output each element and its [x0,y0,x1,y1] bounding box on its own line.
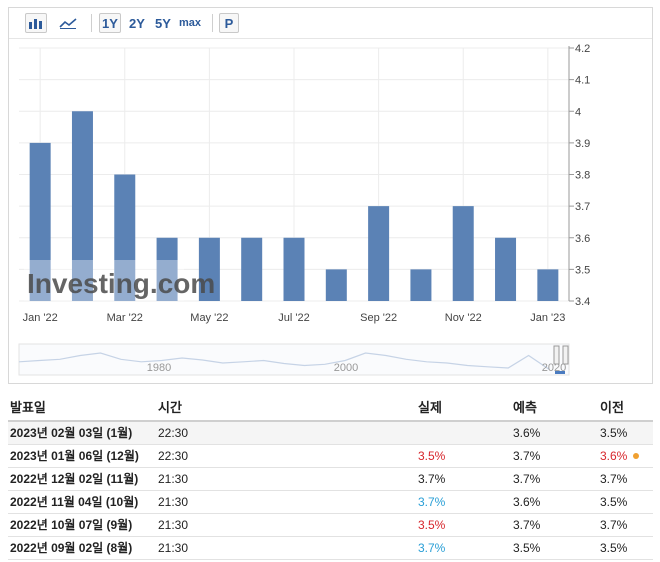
bar-oct-22[interactable] [410,269,432,301]
row-time: 21:30 [158,472,189,486]
y-tick-label: 3.8 [575,170,590,182]
row-previous: 3.7% [600,518,628,532]
bar-jan-22[interactable] [29,142,51,301]
row-actual: 3.7% [418,541,446,555]
range-1y-button[interactable]: 1Y [99,13,121,33]
watermark-text: Investing.com [27,268,215,299]
x-tick-label: Mar '22 [107,312,143,324]
row-forecast: 3.7% [513,518,541,532]
row-previous: 3.5% [600,495,628,509]
range-2y-button[interactable]: 2Y [129,15,145,31]
y-tick-label: 4.2 [575,43,590,55]
y-tick-label: 3.7 [575,201,590,213]
bar-sep-22[interactable] [368,206,390,301]
range-5y-button[interactable]: 5Y [155,15,171,31]
investing-watermark: Investing.com [24,260,215,301]
history-table: 발표일 시간 실제 예측 이전 2023년 02월 03일 (1월) 22:30… [8,396,653,560]
y-tick-label: 3.6 [575,233,590,245]
line-chart-icon[interactable] [57,13,79,33]
header-forecast: 예측 [513,400,537,415]
header-time: 시간 [158,400,182,415]
row-date: 2022년 10월 07일 (9월) [10,518,133,532]
row-date: 2022년 12월 02일 (11월) [10,472,139,486]
row-forecast: 3.6% [513,426,541,440]
x-tick-label: Jan '23 [530,312,565,324]
row-date: 2023년 02월 03일 (1월) [10,426,133,440]
bar-nov-22[interactable] [452,206,474,301]
x-tick-label: Nov '22 [445,312,482,324]
header-actual: 실제 [418,400,442,415]
navigator-left-handle[interactable] [553,345,560,365]
bar-chart-icon[interactable] [25,13,47,33]
navigator-track [18,343,570,376]
row-forecast: 3.5% [513,541,541,555]
navigator[interactable]: 1980 2000 2020 [18,343,570,376]
table-row[interactable]: 2022년 10월 07일 (9월) 21:30 3.5% 3.7% 3.7% [8,514,653,537]
table-row[interactable]: 2023년 01월 06일 (12월) 22:30 3.5% 3.7% 3.6% [8,445,653,468]
bar-jan-23[interactable] [537,269,559,301]
row-time: 21:30 [158,541,189,555]
y-tick-label: 3.5 [575,264,590,276]
row-forecast: 3.6% [513,495,541,509]
row-previous: 3.5% [600,541,628,555]
table-row[interactable]: 2022년 12월 02일 (11월) 21:30 3.7% 3.7% 3.7% [8,468,653,491]
watermark-band [24,260,184,301]
x-tick-label: Jul '22 [278,312,309,324]
row-date: 2022년 09월 02일 (8월) [10,541,133,555]
table-row[interactable]: 2022년 11월 04일 (10월) 21:30 3.7% 3.6% 3.5% [8,491,653,514]
row-date: 2023년 01월 06일 (12월) [10,449,139,463]
bar-feb-22[interactable] [71,111,93,301]
header-previous: 이전 [600,400,624,415]
row-forecast: 3.7% [513,472,541,486]
table-header: 발표일 시간 실제 예측 이전 [8,396,653,422]
x-tick-label: May '22 [190,312,228,324]
table-row[interactable]: 2022년 09월 02일 (8월) 21:30 3.7% 3.5% 3.5% [8,537,653,560]
bar-jun-22[interactable] [241,237,263,301]
revised-indicator-dot [633,453,639,459]
chart-widget: 1Y 2Y 5Y max P Investing.com 3.4 3.5 3.6 3.… [8,7,653,384]
y-tick-label: 4.1 [575,75,590,87]
y-tick-label: 3.9 [575,138,590,150]
row-forecast: 3.7% [513,449,541,463]
row-actual: 3.5% [418,518,446,532]
navigator-year-label: 2000 [334,362,358,374]
bar-chart: Investing.com 3.43.53.63.73.83.944.14.2 … [9,38,652,376]
row-date: 2022년 11월 04일 (10월) [10,495,139,509]
navigator-year-label: 1980 [147,362,171,374]
row-actual: 3.7% [418,495,446,509]
table-row[interactable]: 2023년 02월 03일 (1월) 22:30 3.6% 3.5% [8,422,653,445]
row-previous: 3.5% [600,426,628,440]
row-time: 22:30 [158,449,189,463]
chart-toolbar: 1Y 2Y 5Y max P [9,8,652,38]
y-tick-label: 3.4 [575,296,590,308]
x-tick-label: Sep '22 [360,312,397,324]
navigator-year-label: 2020 [542,362,566,374]
row-previous: 3.7% [600,472,628,486]
bar-mar-22[interactable] [114,174,136,302]
bar-dec-22[interactable] [495,237,517,301]
navigator-series [18,352,550,370]
row-actual: 3.7% [418,472,446,486]
row-actual: 3.5% [418,449,446,463]
bar-jul-22[interactable] [283,237,305,301]
navigator-right-handle[interactable] [562,345,569,365]
bar-may-22[interactable] [198,237,220,301]
x-tick-label: Jan '22 [23,312,58,324]
header-date: 발표일 [10,400,46,415]
toolbar-separator [91,14,92,32]
bar-apr-22[interactable] [156,237,178,301]
toolbar-separator [212,14,213,32]
navigator-selection [555,371,565,374]
row-previous: 3.6% [600,449,628,463]
bar-aug-22[interactable] [325,269,347,301]
p-button[interactable]: P [219,13,239,33]
row-time: 21:30 [158,518,189,532]
y-tick-label: 4 [575,106,581,118]
range-max-button[interactable]: max [178,17,202,29]
row-time: 22:30 [158,426,189,440]
row-time: 21:30 [158,495,189,509]
